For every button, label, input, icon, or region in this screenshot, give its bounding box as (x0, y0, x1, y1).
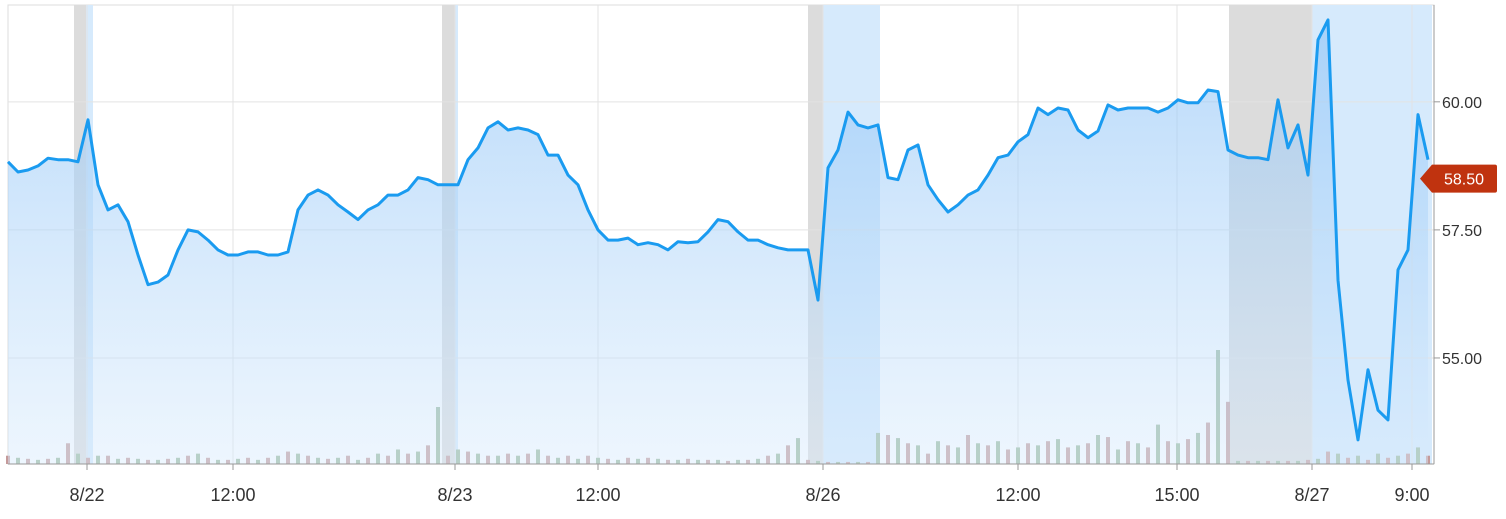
x-tick-label: 12:00 (210, 485, 255, 505)
last-price-tag (1420, 164, 1497, 193)
x-tick-label: 8/22 (69, 485, 104, 505)
price-line (6, 18, 1430, 442)
x-tick-label: 8/27 (1294, 485, 1329, 505)
x-tick-label: 12:00 (995, 485, 1040, 505)
price-area (8, 19, 1428, 465)
y-tick-label: 57.50 (1442, 223, 1482, 240)
y-tick-label: 55.00 (1442, 351, 1482, 368)
x-tick-label: 8/23 (437, 485, 472, 505)
x-tick-label: 12:00 (575, 485, 620, 505)
x-tick-label: 15:00 (1154, 485, 1199, 505)
x-tick-label: 9:00 (1394, 485, 1429, 505)
last-price-label: 58.50 (1444, 172, 1484, 189)
x-tick-label: 8/26 (805, 485, 840, 505)
y-tick-label: 60.00 (1442, 95, 1482, 112)
